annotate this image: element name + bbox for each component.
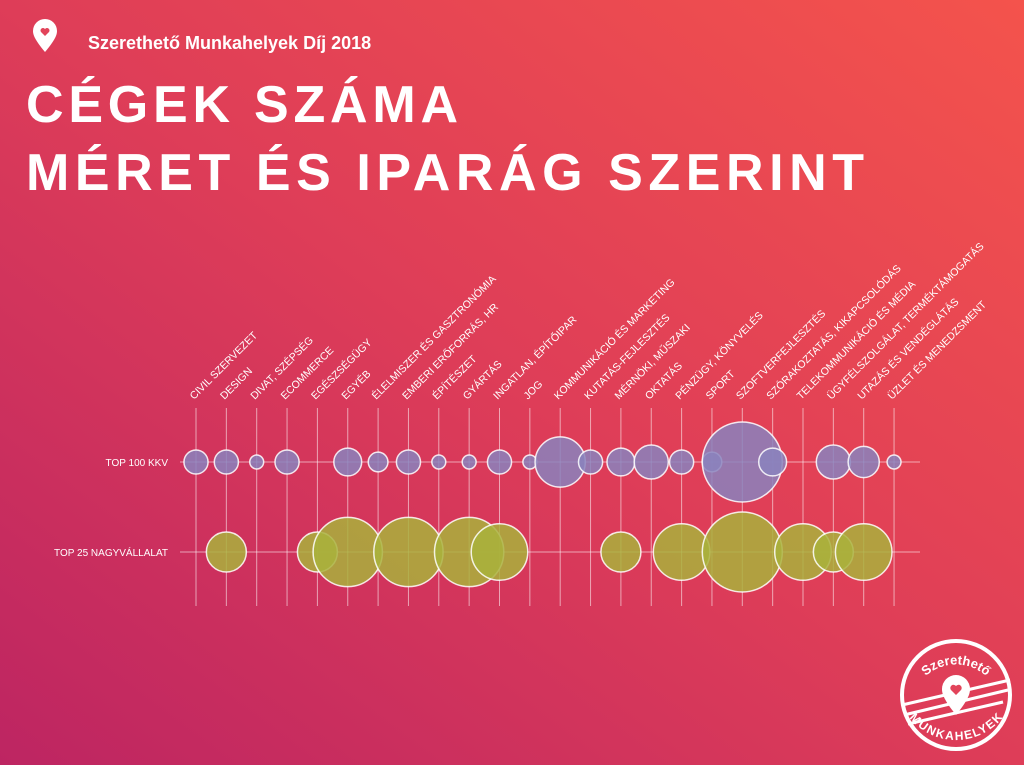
bubble — [461, 454, 477, 470]
bubble — [431, 454, 447, 470]
bubble — [274, 449, 300, 475]
bubble — [886, 454, 902, 470]
row-label: TOP 25 NAGYVÁLLALAT — [54, 546, 168, 559]
bubble — [470, 522, 529, 582]
header: Szerethető Munkahelyek Díj 2018 — [88, 33, 371, 53]
bubble — [668, 449, 695, 475]
bubble — [248, 454, 265, 470]
bubble — [312, 516, 384, 588]
bubble — [606, 447, 636, 477]
bubble — [395, 449, 422, 475]
bubble — [205, 531, 248, 573]
header-pin — [33, 19, 57, 52]
bubble — [701, 511, 784, 593]
bubble — [815, 444, 852, 480]
bubble — [183, 449, 209, 475]
bubble — [333, 447, 363, 477]
bubble — [757, 447, 788, 477]
bubble — [847, 445, 881, 479]
row-label: TOP 100 KKV — [106, 458, 169, 469]
bubble — [213, 449, 240, 475]
bubble — [373, 516, 444, 588]
bubble — [633, 444, 670, 480]
bubble — [367, 451, 389, 473]
title-line: MÉRET ÉS IPARÁG SZERINT — [26, 144, 864, 202]
bubble — [834, 522, 893, 582]
bubble — [600, 531, 642, 573]
bubble — [652, 522, 711, 582]
bubble — [577, 449, 604, 475]
bubble — [486, 449, 513, 475]
title-line: CÉGEK SZÁMA — [26, 76, 458, 134]
